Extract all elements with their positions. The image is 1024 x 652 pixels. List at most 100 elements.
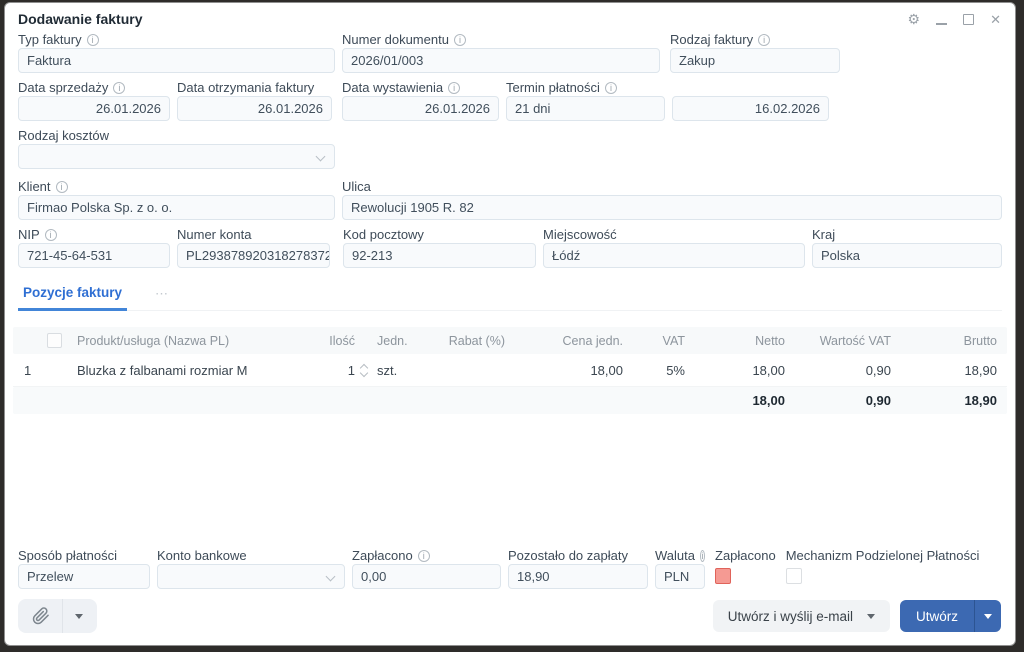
field-label: Ulica	[342, 178, 371, 194]
totals-gross: 18,90	[964, 393, 997, 408]
field-label: Konto bankowe	[157, 547, 247, 563]
cost-type-select[interactable]	[18, 144, 335, 169]
payment-term-field[interactable]: 21 dni	[506, 96, 665, 121]
table-header-row: Produkt/usługa (Nazwa PL) Ilość Jedn. Ra…	[13, 327, 1007, 354]
field-label: Data sprzedaży	[18, 79, 170, 96]
bank-account-select[interactable]	[157, 564, 345, 589]
field-label	[672, 79, 829, 96]
paid-checkbox-group: Zapłacono	[715, 547, 776, 584]
field-label: Typ faktury	[18, 31, 335, 48]
field-label: Kraj	[812, 226, 836, 242]
maximize-icon[interactable]	[963, 13, 975, 25]
paid-checkbox[interactable]	[715, 568, 731, 584]
info-icon	[417, 549, 430, 562]
split-payment-checkbox-group: Mechanizm Podzielonej Płatności	[785, 547, 979, 584]
attach-dropdown[interactable]	[63, 599, 95, 633]
row-qty-value[interactable]: 1	[347, 362, 355, 378]
info-icon	[758, 33, 771, 46]
field-label: Numer dokumentu	[342, 31, 660, 48]
street-field[interactable]: Rewolucji 1905 R. 82	[342, 195, 1002, 220]
column-header-vat: VAT	[662, 333, 685, 348]
row-product-name[interactable]: Bluzka z falbanami rozmiar M	[77, 362, 248, 378]
attach-button[interactable]	[20, 599, 62, 633]
column-header-net: Netto	[755, 333, 785, 348]
document-number-field[interactable]: 2026/01/003	[342, 48, 660, 73]
footer-bar: Utwórz i wyślij e-mail Utwórz	[5, 589, 1015, 645]
column-header-unit-price: Cena jedn.	[562, 333, 623, 348]
row-vat-rate[interactable]: 5%	[666, 362, 685, 378]
client-field[interactable]: Firmao Polska Sp. z o. o.	[18, 195, 335, 220]
payment-method-field[interactable]: Przelew	[18, 564, 150, 589]
totals-net: 18,00	[752, 393, 785, 408]
table-row[interactable]: 1 Bluzka z falbanami rozmiar M 1 szt. 18…	[13, 354, 1007, 387]
more-tabs-ellipsis-icon[interactable]: ⋯	[155, 286, 171, 301]
empty-area	[5, 414, 1015, 547]
info-icon	[44, 228, 57, 241]
create-dropdown[interactable]	[975, 600, 1001, 632]
qty-stepper[interactable]	[355, 363, 373, 377]
invoice-type-field[interactable]: Faktura	[18, 48, 335, 73]
chevron-down-icon	[984, 613, 992, 619]
divider	[62, 599, 63, 633]
divider	[974, 600, 975, 632]
info-icon	[113, 81, 126, 94]
field-label: Rodzaj kosztów	[18, 127, 110, 143]
row-unit[interactable]: szt.	[377, 362, 398, 378]
field-label: Kod pocztowy	[343, 226, 424, 242]
field-label: Miejscowość	[543, 226, 617, 242]
invoice-kind-field[interactable]: Zakup	[670, 48, 840, 73]
issue-date-field[interactable]: 26.01.2026	[342, 96, 499, 121]
add-invoice-dialog: Dodawanie faktury ⚙ ✕ Typ faktury Faktur…	[4, 2, 1016, 646]
settings-gear-icon[interactable]: ⚙	[907, 11, 921, 27]
chevron-down-icon[interactable]	[866, 613, 875, 619]
create-split-button[interactable]: Utwórz	[899, 600, 1001, 632]
due-date-field[interactable]: 16.02.2026	[672, 96, 829, 121]
field-label: Zapłacono	[715, 547, 776, 563]
split-payment-checkbox[interactable]	[785, 568, 802, 584]
invoice-form: Typ faktury Faktura Numer dokumentu 2026…	[5, 29, 1015, 274]
tab-bar: Pozycje faktury ⋯	[18, 283, 1002, 311]
close-icon[interactable]: ✕	[990, 11, 1001, 27]
dialog-title: Dodawanie faktury	[18, 11, 143, 27]
titlebar: Dodawanie faktury ⚙ ✕	[5, 3, 1015, 29]
create-button[interactable]: Utwórz	[915, 608, 958, 624]
city-field[interactable]: Łódź	[543, 243, 805, 268]
info-icon	[86, 33, 99, 46]
tab-invoice-items[interactable]: Pozycje faktury	[18, 285, 128, 311]
info-icon	[604, 81, 617, 94]
field-label: Sposób płatności	[18, 547, 118, 563]
column-header-gross: Brutto	[963, 333, 997, 348]
column-header-unit: Jedn.	[377, 333, 408, 348]
remaining-amount-field[interactable]: 18,90	[508, 564, 648, 589]
field-label: Klient	[18, 178, 335, 195]
field-label: Rodzaj faktury	[670, 31, 840, 48]
table-totals-row: 18,00 0,90 18,90	[13, 387, 1007, 414]
currency-field[interactable]: PLN	[655, 564, 705, 589]
paperclip-icon	[32, 607, 49, 625]
field-label: Data wystawienia	[342, 79, 499, 96]
receive-date-field[interactable]: 26.01.2026	[177, 96, 332, 121]
attach-split-button[interactable]	[18, 599, 97, 633]
row-vat-value: 0,90	[865, 362, 891, 378]
postal-code-field[interactable]: 92-213	[343, 243, 536, 268]
column-header-qty: Ilość	[329, 333, 355, 348]
info-icon	[453, 33, 466, 46]
column-header-product: Produkt/usługa (Nazwa PL)	[77, 333, 230, 348]
column-header-discount: Rabat (%)	[448, 333, 505, 348]
country-field[interactable]: Polska	[812, 243, 1002, 268]
minimize-icon[interactable]	[936, 22, 948, 25]
paid-amount-field[interactable]: 0,00	[352, 564, 501, 589]
info-icon	[448, 81, 461, 94]
create-and-send-email-button[interactable]: Utwórz i wyślij e-mail	[712, 600, 890, 632]
row-unit-price[interactable]: 18,00	[590, 362, 623, 378]
sale-date-field[interactable]: 26.01.2026	[18, 96, 170, 121]
invoice-items-table: Produkt/usługa (Nazwa PL) Ilość Jedn. Ra…	[13, 327, 1007, 414]
field-label: Numer konta	[177, 226, 252, 242]
info-icon	[699, 549, 705, 562]
nip-field[interactable]: 721-45-64-531	[18, 243, 170, 268]
select-all-checkbox[interactable]	[47, 333, 62, 348]
account-number-field[interactable]: PL29387892031827837231	[177, 243, 330, 268]
create-and-send-email-label: Utwórz i wyślij e-mail	[727, 608, 853, 624]
window-controls: ⚙ ✕	[908, 12, 1001, 26]
field-label: Pozostało do zapłaty	[508, 547, 628, 563]
